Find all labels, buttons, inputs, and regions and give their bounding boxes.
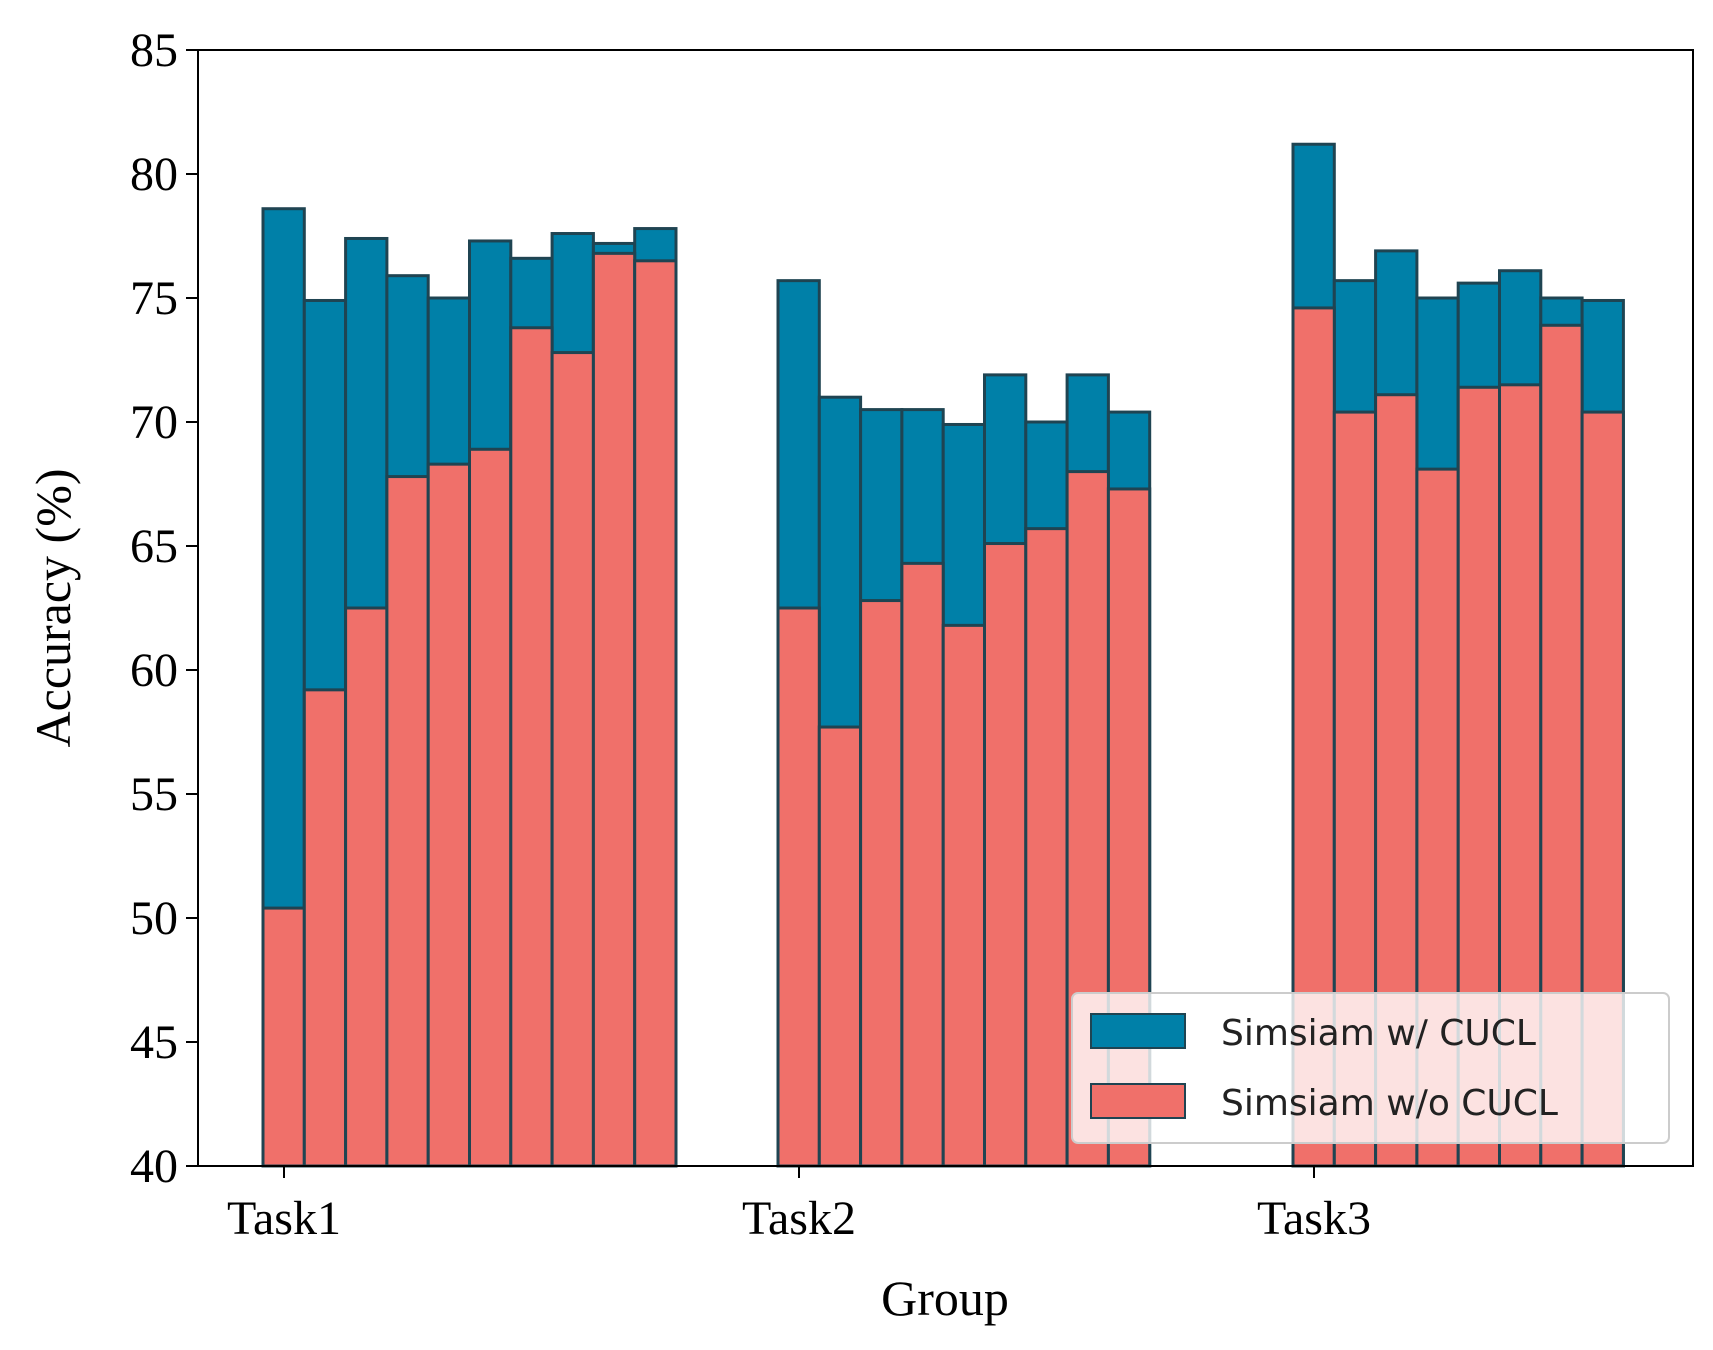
bar-without-cucl-task1-10 [633, 259, 678, 1168]
y-tick-label: 65 [130, 520, 178, 573]
y-tick-label: 80 [130, 148, 178, 201]
y-tick-label: 75 [130, 272, 178, 325]
x-axis: Task1 Task2 Task3 [227, 1166, 1371, 1245]
y-tick-label: 55 [130, 768, 178, 821]
x-tick-label: Task1 [227, 1192, 341, 1245]
bar-without-cucl-task1-6 [468, 447, 513, 1168]
y-tick-label: 60 [130, 644, 178, 697]
legend-label-with-cucl: Simsiam w/ CUCL [1221, 1013, 1536, 1054]
bar-without-cucl-task1-8 [550, 351, 595, 1168]
bar-without-cucl-task2-4 [900, 561, 945, 1168]
bar-without-cucl-task1-2 [302, 688, 348, 1168]
x-tick-label: Task2 [742, 1192, 856, 1245]
y-tick-label: 85 [130, 24, 178, 77]
y-tick-label: 70 [130, 396, 178, 449]
legend-swatch-with-cucl [1090, 1013, 1186, 1049]
y-axis: 40 45 50 55 60 65 70 75 80 85 [130, 24, 198, 1193]
bar-without-cucl-task1-7 [509, 326, 554, 1168]
y-tick-label: 45 [130, 1016, 178, 1069]
bar-without-cucl-task2-2 [817, 725, 863, 1168]
bar-without-cucl-task2-3 [859, 599, 904, 1168]
bar-without-cucl-task1-5 [426, 462, 472, 1168]
y-axis-label: Accuracy (%) [25, 469, 81, 748]
legend-swatch-without-cucl [1090, 1083, 1186, 1119]
bar-without-cucl-task2-1 [776, 606, 821, 1168]
x-tick-label: Task3 [1257, 1192, 1371, 1245]
bar-without-cucl-task2-6 [983, 542, 1028, 1168]
legend: Simsiam w/ CUCL Simsiam w/o CUCL [1071, 992, 1670, 1144]
bar-without-cucl-task2-7 [1024, 527, 1069, 1168]
y-tick-label: 40 [130, 1140, 178, 1193]
legend-label-without-cucl: Simsiam w/o CUCL [1221, 1083, 1558, 1124]
bar-without-cucl-task1-9 [591, 251, 637, 1168]
bar-without-cucl-task1-1 [261, 906, 306, 1168]
y-tick-label: 50 [130, 892, 178, 945]
bar-without-cucl-task1-4 [385, 475, 430, 1168]
legend-box [1071, 992, 1670, 1144]
bar-without-cucl-task2-5 [941, 623, 987, 1168]
bar-without-cucl-task1-3 [344, 606, 389, 1168]
x-axis-label: Group [881, 1270, 1009, 1326]
plot-frame [197, 49, 1694, 1167]
